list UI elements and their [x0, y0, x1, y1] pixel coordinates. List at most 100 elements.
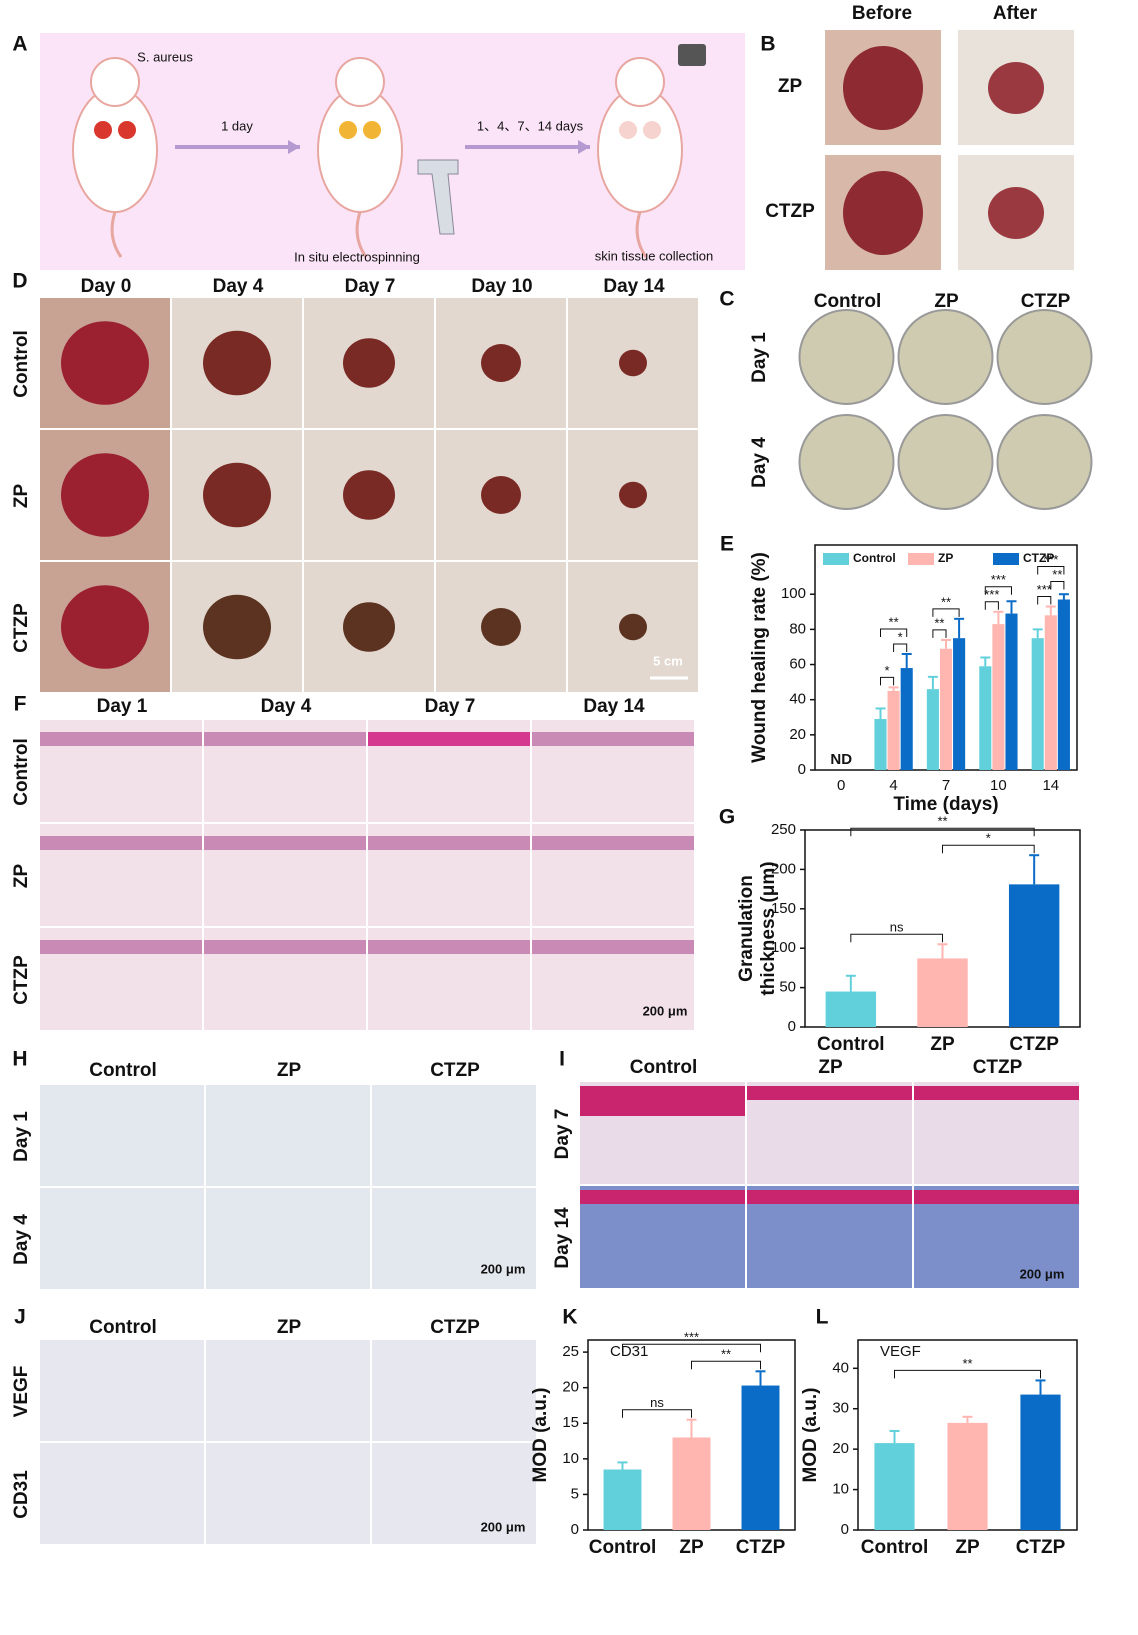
epidermis — [532, 836, 694, 850]
photo — [372, 1340, 536, 1441]
legend-swatch — [908, 553, 934, 565]
label: Control — [861, 1537, 929, 1558]
label: 0 — [798, 761, 806, 778]
label: 200 μm — [481, 1519, 526, 1534]
label: 200 — [771, 860, 796, 877]
label: Before — [852, 3, 912, 24]
label: Day 4 — [213, 276, 264, 297]
plate — [798, 414, 895, 510]
mouse-tail — [355, 211, 368, 258]
bar — [1044, 615, 1057, 770]
epidermis — [747, 1190, 912, 1204]
bar — [874, 1443, 915, 1530]
label: CTZP — [430, 1317, 480, 1338]
label: ZP — [11, 484, 32, 509]
label: Day 1 — [749, 332, 770, 383]
wound — [481, 608, 521, 646]
label: D — [12, 270, 27, 293]
arrow-head — [578, 140, 590, 154]
label: 100 — [771, 939, 796, 956]
label: ZP — [778, 76, 803, 97]
label: ** — [941, 594, 951, 609]
bar — [953, 638, 966, 770]
error-bar — [888, 686, 899, 691]
label: ZP — [930, 1034, 955, 1055]
label: Control — [630, 1057, 698, 1078]
error-bar — [901, 652, 912, 669]
label: ND — [830, 751, 852, 768]
significance-bracket — [880, 676, 895, 686]
wound — [118, 121, 136, 139]
label: 100 — [781, 585, 806, 602]
error-bar — [993, 610, 1004, 625]
label: ** — [889, 614, 899, 629]
label: 10 — [832, 1481, 849, 1498]
arrow-head — [288, 140, 300, 154]
label: 10 — [562, 1450, 579, 1467]
error-bar — [927, 675, 938, 690]
label: A — [12, 33, 27, 56]
label: ZP — [934, 291, 959, 312]
significance-bracket — [1050, 581, 1065, 590]
wound — [343, 602, 395, 652]
bar — [1005, 613, 1018, 770]
wound — [363, 121, 381, 139]
error-bar — [1006, 600, 1017, 614]
label: 60 — [789, 656, 806, 673]
photo — [40, 1085, 204, 1186]
photo — [206, 1443, 370, 1544]
legend-swatch — [993, 553, 1019, 565]
label: CTZP — [736, 1537, 786, 1558]
label: After — [993, 3, 1038, 24]
spinner — [417, 159, 459, 235]
camera — [678, 44, 706, 66]
significance-bracket — [622, 1409, 692, 1418]
wound — [339, 121, 357, 139]
bar — [926, 689, 939, 770]
error-bar — [1029, 854, 1040, 885]
label: 20 — [789, 726, 806, 743]
photo — [372, 1188, 536, 1289]
photo — [372, 1085, 536, 1186]
label: *** — [1037, 582, 1052, 597]
bar — [900, 668, 913, 770]
label: Granulation — [736, 875, 757, 982]
significance-bracket — [1037, 596, 1052, 605]
bar — [603, 1469, 642, 1530]
label: Control — [814, 291, 882, 312]
significance-bracket — [894, 1369, 1041, 1379]
bar — [825, 991, 877, 1027]
label: ZP — [277, 1060, 302, 1081]
label: Control — [89, 1060, 157, 1081]
label: Control — [11, 330, 32, 398]
label: 200 μm — [1020, 1266, 1065, 1281]
error-bar — [1035, 1379, 1046, 1395]
label: 1 day — [221, 118, 253, 133]
plate — [798, 309, 895, 405]
label: Day 14 — [583, 696, 645, 717]
label: 0 — [788, 1018, 796, 1035]
mouse-head — [335, 57, 385, 107]
label: 5 cm — [653, 653, 683, 668]
label: VEGF — [11, 1366, 32, 1418]
label: skin tissue collection — [595, 248, 714, 263]
label: ZP — [277, 1317, 302, 1338]
epidermis — [368, 940, 530, 954]
label: In situ electrospinning — [294, 249, 420, 264]
error-bar — [1032, 628, 1043, 639]
label: Day 14 — [552, 1207, 573, 1269]
significance-bracket — [850, 827, 1035, 837]
wound — [843, 46, 923, 130]
label: L — [816, 1306, 829, 1329]
label: 30 — [832, 1400, 849, 1417]
significance-bracket — [1037, 566, 1065, 575]
error-bar — [1058, 593, 1069, 600]
label: ** — [1052, 567, 1062, 582]
error-bar — [845, 974, 856, 992]
bar — [917, 958, 968, 1027]
label: Day 7 — [552, 1109, 573, 1160]
label: I — [559, 1048, 565, 1071]
label: CTZP — [430, 1060, 480, 1081]
bar — [939, 648, 953, 770]
